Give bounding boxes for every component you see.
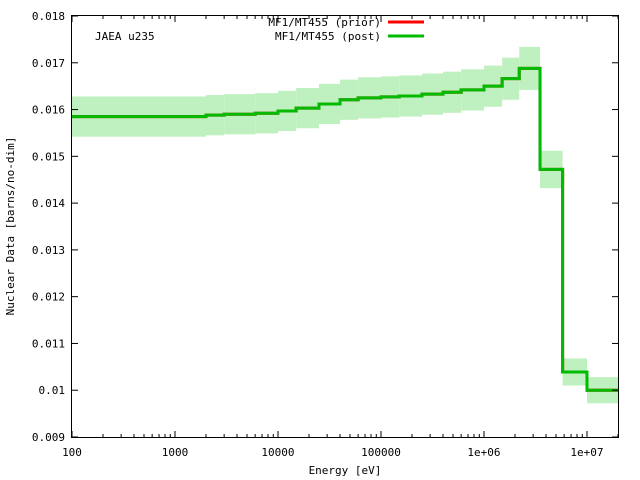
axes: 0.009 0.01 0.011 0.012 0.013 0.014 0.015 0.016 0… xyxy=(32,10,619,459)
x-tick-label: 1e+06 xyxy=(467,446,500,459)
y-tick-label: 0.015 xyxy=(32,150,65,163)
y-tick-label: 0.009 xyxy=(32,431,65,444)
y-tick-label: 0.014 xyxy=(32,197,65,210)
y-tick-label: 0.013 xyxy=(32,244,65,257)
y-tick-label: 0.017 xyxy=(32,57,65,70)
x-tick-label: 1e+07 xyxy=(570,446,603,459)
x-axis-label: Energy [eV] xyxy=(309,464,382,477)
y-axis-label: Nuclear Data [barns/no-dim] xyxy=(4,137,17,316)
legend: MF1/MT455 (prior)MF1/MT455 (post) xyxy=(268,16,424,43)
legend-label: MF1/MT455 (prior) xyxy=(268,16,381,29)
plot-frame xyxy=(71,15,619,438)
y-tick-label: 0.01 xyxy=(39,384,66,397)
annotation: JAEA u235 xyxy=(95,30,155,43)
y-tick-label: 0.011 xyxy=(32,337,65,350)
series-lines xyxy=(72,66,618,392)
y-tick-label: 0.012 xyxy=(32,291,65,304)
x-tick-label: 100 xyxy=(62,446,82,459)
legend-label: MF1/MT455 (post) xyxy=(275,30,381,43)
series-line-post xyxy=(72,66,618,392)
x-tick-label: 10000 xyxy=(261,446,294,459)
x-tick-label: 100000 xyxy=(361,446,401,459)
y-tick-label: 0.018 xyxy=(32,10,65,23)
y-tick-label: 0.016 xyxy=(32,104,65,117)
x-tick-label: 1000 xyxy=(162,446,189,459)
